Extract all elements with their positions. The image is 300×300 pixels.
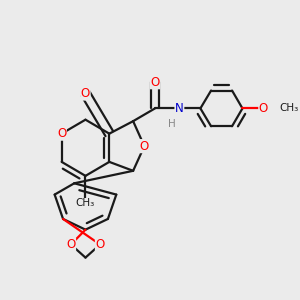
Text: O: O <box>57 127 66 140</box>
Text: O: O <box>150 76 160 89</box>
Text: O: O <box>95 238 105 251</box>
Text: CH₃: CH₃ <box>279 103 298 113</box>
Text: H: H <box>168 119 176 129</box>
Text: N: N <box>175 102 184 115</box>
Text: CH₃: CH₃ <box>76 199 95 208</box>
Text: O: O <box>259 102 268 115</box>
Text: O: O <box>66 238 76 251</box>
Text: O: O <box>140 140 149 153</box>
Text: O: O <box>81 87 90 100</box>
